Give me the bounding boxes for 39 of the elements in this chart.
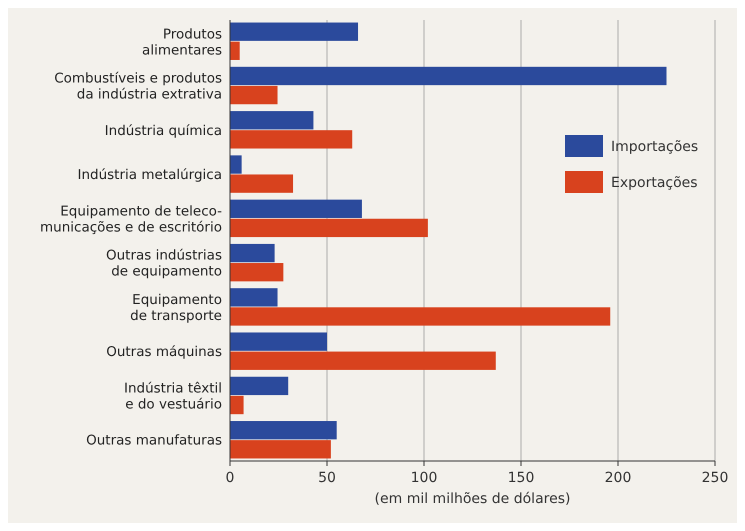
legend-label: Importações [611,139,698,155]
bar [230,352,496,370]
bar [230,396,244,414]
bar [230,86,278,104]
bar [230,440,331,458]
x-tick-label: 50 [318,470,336,486]
bar [230,22,358,41]
bar [230,244,275,262]
y-tick-label: Indústria química [104,122,222,139]
x-tick-label: 0 [226,470,234,486]
bar [230,421,337,440]
x-tick-label: 200 [604,470,632,486]
bar [230,42,240,60]
bar [230,332,327,351]
y-tick-label: Equipamento de transporte [130,292,222,324]
bar [230,376,288,396]
bar [230,288,278,307]
x-axis-title: (em mil milhões de dólares) [374,491,570,507]
y-tick-label: Produtos alimentares [142,26,222,58]
x-tick-label: 150 [508,470,534,486]
bar [230,263,284,282]
bar [230,155,242,174]
x-tick-label: 100 [410,470,438,486]
legend-label: Exportações [611,175,698,191]
bar [230,111,314,130]
y-tick-label: Indústria têxtil e do vestuário [124,380,222,412]
y-tick-label: Outras máquinas [106,344,222,360]
y-tick-label: Equipamento de teleco- municações e de escritório [40,203,222,236]
bar [230,66,666,86]
y-tick-label: Outras manufaturas [86,432,222,449]
x-tick-label: 250 [702,470,728,486]
y-tick-label: Combustíveis e produtos da indústria extrativa [54,70,222,103]
bar [230,200,362,218]
bar [230,174,294,193]
bar [230,130,352,149]
bar [230,307,610,326]
y-tick-label: Outras indústrias de equipamento [106,248,222,280]
y-tick-label: Indústria metalúrgica [77,167,222,184]
bar [230,218,428,238]
